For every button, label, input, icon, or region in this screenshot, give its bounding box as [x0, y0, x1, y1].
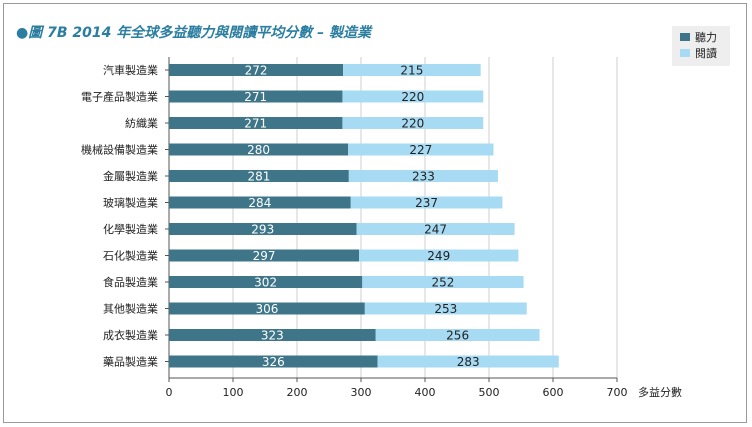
x-axis-label: 多益分數 — [638, 385, 682, 399]
x-tick-label-500: 500 — [479, 386, 500, 399]
data-label-listening-成衣製造業: 323 — [261, 329, 284, 343]
x-tick-label-100: 100 — [223, 386, 244, 399]
category-label-汽車製造業: 汽車製造業 — [103, 63, 158, 77]
data-label-listening-其他製造業: 306 — [255, 302, 278, 316]
data-label-listening-化學製造業: 293 — [251, 223, 274, 237]
bar-reading-石化製造業 — [359, 249, 519, 262]
bar-reading-玻璃製造業 — [350, 196, 503, 209]
data-label-reading-電子產品製造業: 220 — [401, 90, 424, 104]
category-label-成衣製造業: 成衣製造業 — [103, 328, 158, 342]
bar-listening-其他製造業 — [169, 302, 365, 315]
category-label-電子產品製造業: 電子產品製造業 — [81, 90, 158, 104]
bar-reading-藥品製造業 — [377, 355, 559, 368]
bar-reading-其他製造業 — [364, 302, 527, 315]
legend-item-listening: 聽力 — [680, 30, 730, 44]
data-label-reading-食品製造業: 252 — [431, 276, 454, 290]
data-label-listening-金屬製造業: 281 — [247, 170, 270, 184]
data-label-listening-汽車製造業: 272 — [245, 64, 268, 78]
data-label-listening-石化製造業: 297 — [253, 249, 276, 263]
bar-listening-化學製造業 — [169, 223, 357, 235]
x-tick-label-700: 700 — [607, 386, 628, 399]
category-label-金屬製造業: 金屬製造業 — [103, 169, 158, 183]
x-tick-label-200: 200 — [287, 386, 308, 399]
data-label-listening-電子產品製造業: 271 — [244, 90, 267, 104]
title-bullet: ● — [16, 25, 29, 41]
data-label-listening-食品製造業: 302 — [254, 276, 277, 290]
category-label-化學製造業: 化學製造業 — [103, 222, 158, 236]
bar-reading-金屬製造業 — [348, 170, 498, 182]
bar-listening-電子產品製造業 — [169, 90, 343, 103]
x-tick-label-600: 600 — [543, 386, 564, 399]
category-label-石化製造業: 石化製造業 — [103, 249, 158, 263]
bar-listening-食品製造業 — [169, 276, 363, 288]
bar-listening-成衣製造業 — [169, 329, 376, 341]
bar-reading-紡織業 — [342, 117, 484, 129]
chart-title-text: 圖 7B 2014 年全球多益聽力與閱讀平均分數 – 製造業 — [28, 25, 371, 41]
legend-label-listening: 聽力 — [695, 31, 717, 44]
data-label-reading-汽車製造業: 215 — [400, 64, 423, 78]
bar-reading-機械設備製造業 — [348, 143, 494, 156]
legend-swatch-reading — [680, 49, 690, 57]
data-label-reading-機械設備製造業: 227 — [409, 143, 432, 157]
legend-item-reading: 閱讀 — [680, 46, 730, 60]
category-label-藥品製造業: 藥品製造業 — [103, 355, 158, 369]
bar-reading-電子產品製造業 — [342, 90, 484, 103]
data-label-reading-成衣製造業: 256 — [446, 329, 469, 343]
legend-label-reading: 閱讀 — [695, 47, 717, 60]
data-label-reading-石化製造業: 249 — [427, 249, 450, 263]
x-tick-label-0: 0 — [166, 386, 173, 399]
data-label-listening-機械設備製造業: 280 — [247, 143, 270, 157]
data-label-listening-紡織業: 271 — [244, 117, 267, 131]
data-label-reading-其他製造業: 253 — [434, 302, 457, 316]
x-tick-label-300: 300 — [351, 386, 372, 399]
bar-reading-汽車製造業 — [343, 64, 481, 76]
category-label-玻璃製造業: 玻璃製造業 — [103, 196, 158, 210]
bar-listening-玻璃製造業 — [169, 196, 351, 209]
data-label-reading-玻璃製造業: 237 — [415, 196, 438, 210]
bar-listening-紡織業 — [169, 117, 343, 129]
data-label-listening-藥品製造業: 326 — [262, 355, 285, 369]
bar-reading-成衣製造業 — [375, 329, 540, 341]
legend-swatch-listening — [680, 33, 690, 41]
category-label-其他製造業: 其他製造業 — [103, 302, 158, 316]
data-label-reading-化學製造業: 247 — [424, 223, 447, 237]
bar-listening-金屬製造業 — [169, 170, 349, 182]
data-label-reading-藥品製造業: 283 — [457, 355, 480, 369]
data-label-listening-玻璃製造業: 284 — [248, 196, 271, 210]
chart-title: ●圖 7B 2014 年全球多益聽力與閱讀平均分數 – 製造業 — [16, 22, 371, 42]
data-label-reading-金屬製造業: 233 — [412, 170, 435, 184]
bar-listening-汽車製造業 — [169, 64, 344, 76]
bar-listening-機械設備製造業 — [169, 143, 349, 156]
category-label-紡織業: 紡織業 — [125, 116, 158, 130]
x-tick-label-400: 400 — [415, 386, 436, 399]
bar-listening-石化製造業 — [169, 249, 360, 262]
bar-reading-化學製造業 — [356, 223, 515, 235]
bar-reading-食品製造業 — [362, 276, 524, 288]
data-label-reading-紡織業: 220 — [401, 117, 424, 131]
bar-listening-藥品製造業 — [169, 355, 378, 368]
category-label-機械設備製造業: 機械設備製造業 — [81, 143, 158, 157]
category-label-食品製造業: 食品製造業 — [103, 275, 158, 289]
chart-legend: 聽力 閱讀 — [672, 26, 730, 66]
